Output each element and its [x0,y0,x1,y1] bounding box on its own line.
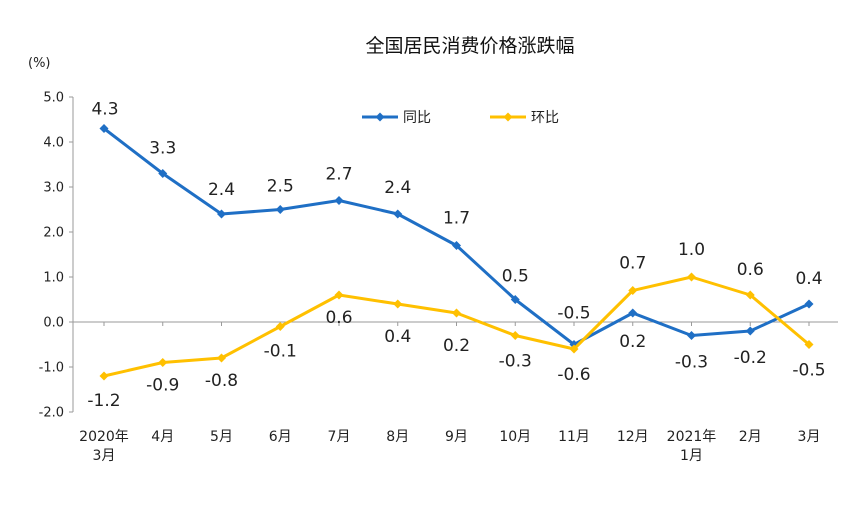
x-tick-label: 10月 [499,429,531,445]
series-1-marker [687,272,696,282]
y-tick-label: 1.0 [43,271,64,286]
series-0-marker [628,308,638,318]
series-1-marker [510,331,520,340]
x-tick-label: 1月 [680,448,703,464]
series-0-data-label: 2.5 [267,177,294,197]
series-1-data-label: -1.2 [87,391,120,411]
y-tick-label: 5.0 [43,91,64,106]
x-tick-label: 2020年 [79,429,129,445]
series-0-marker [158,169,168,178]
axes: 5.0 4.0 3.0 2.0 1.0 0.0 -1.0 -2.0 2020年 3月 4月 5月 6月 7… [39,91,838,464]
y-tick-label: 0.0 [43,316,64,331]
series-1-data-label: -0.8 [205,371,238,391]
series-0-marker [217,209,226,219]
series-0-marker [452,241,461,250]
series-0-data-label: 0.4 [795,269,822,289]
y-tick-label: -1.0 [39,361,64,376]
y-tick-label: 4.0 [43,136,64,151]
series-1-data-label: -0.9 [146,376,179,396]
data-labels: 4.3 3.3 2.4 2.5 2.7 2.4 1.7 0.5 -0.5 0.2 -0.3 -0.2 0… [87,100,825,412]
x-tick-label: 9月 [445,429,468,445]
series-1-data-label: 0.6 [737,260,764,280]
series-0-data-label: -0.5 [557,304,590,324]
series-1-data-label: 0.7 [619,254,646,274]
series-1-data-label: 1.0 [678,240,705,260]
legend-label-0: 同比 [403,110,431,126]
legend-marker-0 [375,112,385,122]
series-0-data-label: 0.2 [619,332,646,352]
series-1-data-label: 0.6 [325,308,352,328]
legend-marker-1 [503,112,513,122]
series-1-marker [334,290,344,300]
series-0-data-label: 0.5 [502,267,529,287]
x-tick-label: 12月 [617,429,649,445]
x-tick-label: 7月 [328,429,351,445]
y-tick-label: 2.0 [43,226,64,241]
series-1-data-label: -0.1 [264,342,297,362]
series-1-marker [628,286,638,295]
series-0-data-label: 4.3 [91,100,118,120]
x-tick-label: 2021年 [667,429,717,445]
series-1-marker [275,322,285,331]
y-tick-label: -2.0 [39,406,64,421]
y-axis-unit: (%) [28,56,51,71]
series-0-data-label: 2.4 [208,180,235,200]
series-0-marker [393,209,403,219]
series-1-marker [99,371,109,381]
series-0-data-label: 2.4 [384,178,411,198]
x-tick-label: 5月 [210,429,233,445]
x-tick-label: 6月 [269,429,292,445]
series-0-data-label: 2.7 [325,165,352,185]
series-0-marker [99,124,109,133]
series-0-marker [687,331,696,340]
x-tick-label: 3月 [93,448,116,464]
x-tick-label: 3月 [798,429,821,445]
series-1-marker [745,290,755,300]
series-1-marker [452,308,461,318]
series-1-marker [804,340,814,349]
series-1-marker [569,344,579,354]
series-lines [99,124,814,381]
series-0-data-label: 3.3 [149,139,176,159]
series-1-marker [158,358,168,367]
series-1-marker [393,299,403,309]
series-0-data-label: -0.2 [734,348,767,368]
series-1-data-label: -0.5 [792,361,825,381]
series-0-marker [510,295,520,304]
series-0-data-label: 1.7 [443,209,470,229]
series-0-marker [804,299,814,309]
series-1-data-label: -0.3 [499,352,532,372]
y-tick-label: 3.0 [43,181,64,196]
series-1-data-label: 0.4 [384,327,411,347]
x-tick-label: 2月 [739,429,762,445]
series-1-data-label: -0.6 [557,365,590,385]
series-0-marker [334,196,344,205]
chart-title: 全国居民消费价格涨跌幅 [365,35,574,57]
legend-label-1: 环比 [531,110,559,126]
x-tick-label: 4月 [151,429,174,445]
x-tick-label: 11月 [558,429,590,445]
x-tick-label: 8月 [386,429,409,445]
series-0-marker [275,205,285,214]
series-0-data-label: -0.3 [675,353,708,373]
series-1-marker [217,353,226,363]
series-1-data-label: 0.2 [443,336,470,356]
legend: 同比 环比 [362,110,559,126]
series-0-marker [745,326,755,336]
